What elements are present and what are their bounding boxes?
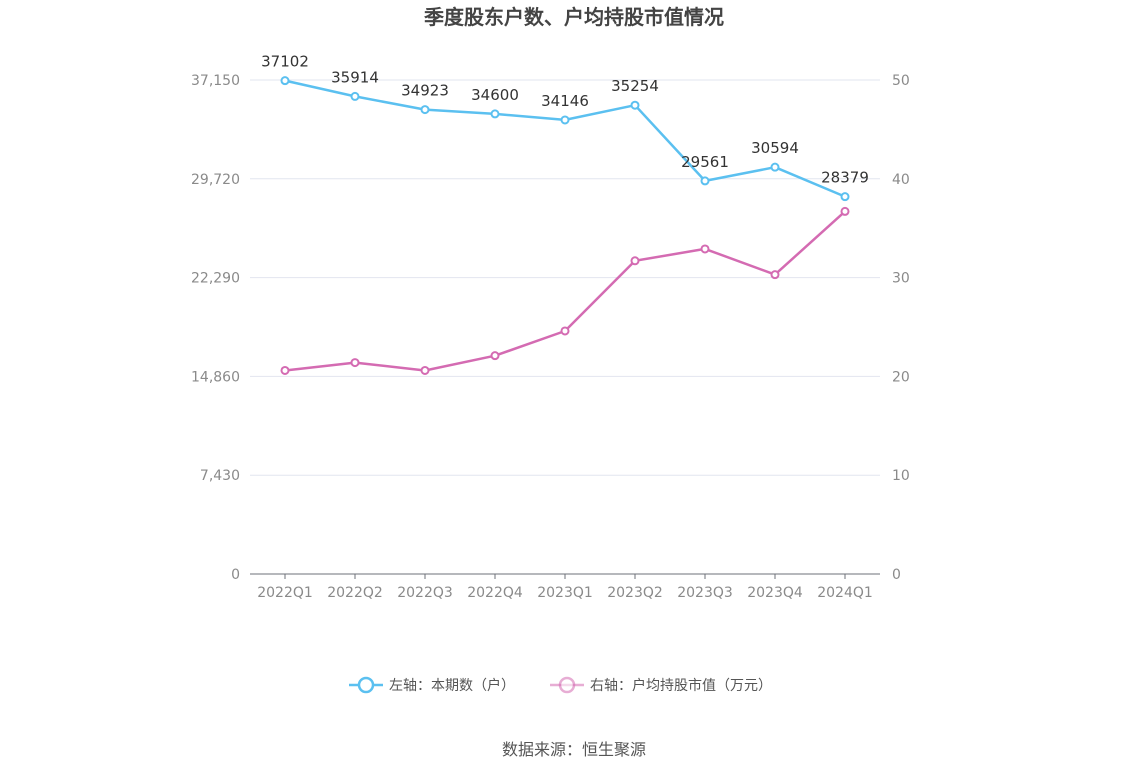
data-point[interactable] — [700, 176, 710, 186]
legend[interactable]: 左轴：本期数（户） 右轴：户均持股市值（万元） — [349, 676, 772, 694]
x-axis-tick-label: 2022Q2 — [327, 585, 383, 601]
data-point[interactable] — [490, 351, 500, 361]
data-point[interactable] — [560, 326, 570, 336]
left-axis-tick-label: 37,150 — [191, 73, 240, 89]
data-label: 35914 — [331, 68, 379, 86]
legend-item-1[interactable]: 左轴：本期数（户） — [349, 676, 515, 694]
x-axis-tick-label: 2023Q2 — [607, 585, 663, 601]
data-label: 34146 — [541, 92, 589, 110]
axes: 0 0 7,430 10 14,860 20 22,290 30 29,720 40 37,150 5… — [191, 73, 910, 601]
x-axis-tick-label: 2024Q1 — [817, 585, 873, 601]
x-axis-tick-label: 2022Q4 — [467, 585, 523, 601]
grid-lines — [250, 79, 880, 476]
data-point[interactable] — [770, 270, 780, 280]
series-layer — [280, 76, 850, 375]
data-point[interactable] — [770, 162, 780, 172]
data-point[interactable] — [350, 91, 360, 101]
data-point[interactable] — [630, 256, 640, 266]
x-axis-tick-label: 2023Q3 — [677, 585, 733, 601]
data-label: 28379 — [821, 169, 869, 187]
data-label: 30594 — [751, 139, 799, 157]
data-label: 34600 — [471, 86, 519, 104]
right-axis-tick-label: 30 — [892, 271, 910, 287]
right-axis-tick-label: 10 — [892, 468, 910, 484]
data-label: 37102 — [261, 53, 309, 71]
data-point[interactable] — [700, 244, 710, 254]
data-point[interactable] — [350, 358, 360, 368]
legend-circle-icon — [357, 676, 375, 694]
series-line-2 — [284, 210, 846, 372]
right-axis-tick-label: 40 — [892, 172, 910, 188]
x-axis-tick-label: 2023Q1 — [537, 585, 593, 601]
data-label: 35254 — [611, 77, 659, 95]
data-label: 34923 — [401, 82, 449, 100]
data-point[interactable] — [280, 76, 290, 86]
right-axis-tick-label: 20 — [892, 369, 910, 385]
left-axis-tick-label: 22,290 — [191, 271, 240, 287]
left-axis-tick-label: 7,430 — [200, 468, 240, 484]
right-axis-tick-label: 50 — [892, 73, 910, 89]
data-point[interactable] — [840, 192, 850, 202]
data-point[interactable] — [420, 105, 430, 115]
legend-item-2[interactable]: 右轴：户均持股市值（万元） — [550, 676, 772, 694]
data-point[interactable] — [560, 115, 570, 125]
data-labels: 37102 35914 34923 34600 34146 35254 29561 30594… — [261, 53, 869, 187]
chart-title: 季度股东户数、户均持股市值情况 — [423, 5, 724, 29]
left-axis-tick-label: 14,860 — [191, 369, 240, 385]
right-axis-tick-label: 0 — [892, 567, 901, 583]
data-point[interactable] — [630, 100, 640, 110]
x-axis-tick-label: 2023Q4 — [747, 585, 803, 601]
legend-label: 左轴：本期数（户） — [389, 677, 515, 694]
data-point[interactable] — [280, 365, 290, 375]
x-axis-tick-label: 2022Q3 — [397, 585, 453, 601]
legend-label: 右轴：户均持股市值（万元） — [590, 677, 772, 694]
data-point[interactable] — [490, 109, 500, 119]
data-point[interactable] — [420, 365, 430, 375]
data-point[interactable] — [840, 206, 850, 216]
left-axis-tick-label: 29,720 — [191, 172, 240, 188]
x-axis-tick-label: 2022Q1 — [257, 585, 313, 601]
data-source-note: 数据来源：恒生聚源 — [502, 740, 646, 759]
legend-circle-icon — [558, 676, 576, 694]
data-label: 29561 — [681, 153, 729, 171]
left-axis-tick-label: 0 — [231, 567, 240, 583]
